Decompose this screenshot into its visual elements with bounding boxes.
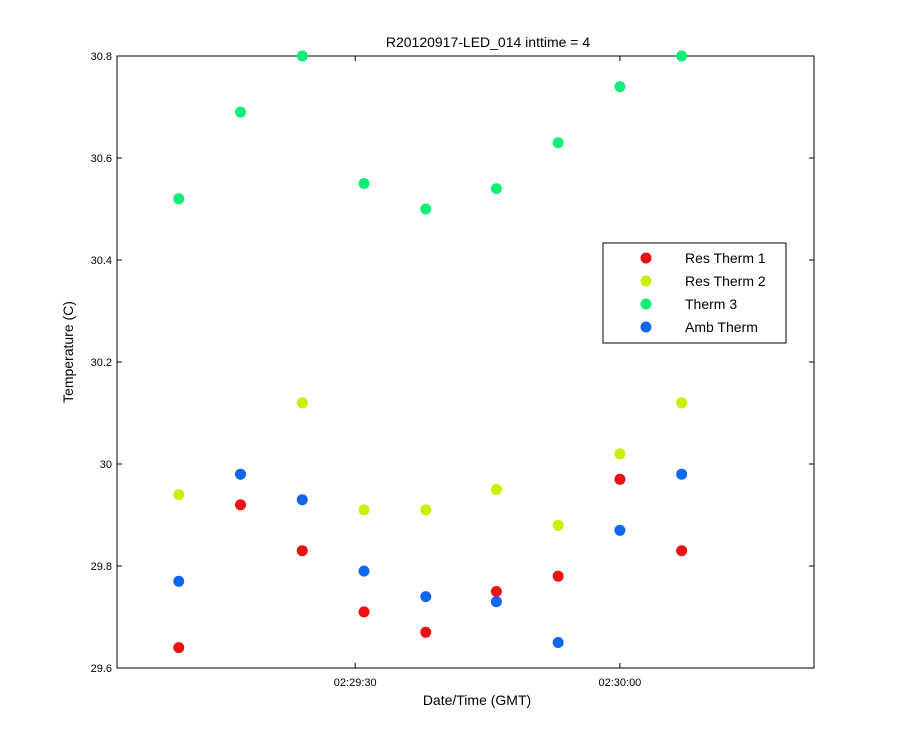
data-point: [173, 642, 185, 654]
data-point: [296, 545, 308, 557]
data-point: [552, 637, 564, 648]
data-point: [420, 626, 432, 638]
data-point: [676, 468, 688, 480]
x-tick-label: 02:30:00: [598, 677, 641, 689]
y-tick-label: 30: [100, 459, 112, 471]
legend-marker: [640, 252, 652, 264]
data-point: [173, 489, 185, 501]
legend: Res Therm 1 Res Therm 2 Therm 3 Amb Therm: [602, 242, 787, 344]
data-point: [173, 193, 185, 205]
data-point: [358, 178, 370, 189]
x-axis-label: Date/Time (GMT): [423, 692, 531, 708]
data-point: [296, 397, 308, 409]
data-point: [490, 596, 502, 608]
data-point: [614, 524, 626, 536]
y-axis-label: Temperature (C): [60, 301, 76, 403]
series-res-therm-1: [173, 473, 688, 654]
legend-label: Res Therm 1: [685, 250, 766, 266]
legend-marker: [640, 275, 652, 287]
y-tick-label: 29.8: [91, 561, 112, 573]
data-point: [614, 473, 626, 485]
legend-marker: [640, 321, 652, 333]
data-point: [490, 484, 502, 495]
legend-label: Res Therm 2: [685, 273, 766, 289]
y-tick-label: 29.6: [91, 663, 112, 675]
y-tick-label: 30.8: [91, 51, 112, 63]
series-therm-3: [173, 50, 688, 215]
data-point: [235, 499, 247, 511]
data-point: [420, 591, 432, 603]
chart-title: R20120917-LED_014 inttime = 4: [386, 34, 591, 50]
data-point: [173, 575, 185, 587]
data-point: [614, 81, 626, 93]
plot-area-frame: [116, 55, 815, 669]
data-point: [420, 504, 432, 516]
data-point: [296, 50, 308, 62]
x-axis-ticks: 02:29:30 02:30:00: [334, 56, 641, 689]
data-point: [676, 545, 688, 557]
y-axis-ticks: 29.6 29.8 30 30.2 30.4 30.6 30.8: [91, 51, 814, 675]
data-point: [235, 468, 247, 480]
data-point: [552, 137, 564, 149]
data-points: [173, 50, 688, 654]
data-point: [676, 50, 688, 62]
data-point: [420, 203, 432, 215]
legend-box: [602, 242, 787, 344]
y-tick-label: 30.2: [91, 357, 112, 369]
legend-entries: Res Therm 1 Res Therm 2 Therm 3 Amb Therm: [640, 250, 766, 335]
series-amb-therm: [173, 468, 688, 648]
data-point: [614, 448, 626, 460]
data-point: [358, 504, 370, 516]
data-point: [235, 106, 247, 118]
data-point: [296, 494, 308, 506]
data-point: [358, 565, 370, 577]
data-point: [490, 586, 502, 597]
data-point: [552, 519, 564, 531]
legend-label: Therm 3: [685, 296, 737, 312]
legend-label: Amb Therm: [685, 319, 758, 335]
y-tick-label: 30.4: [91, 255, 112, 267]
data-point: [358, 606, 370, 618]
data-point: [676, 397, 688, 409]
data-point: [552, 570, 564, 582]
y-tick-label: 30.6: [91, 153, 112, 165]
legend-marker: [640, 298, 652, 310]
x-tick-label: 02:29:30: [334, 677, 377, 689]
data-point: [490, 183, 502, 195]
